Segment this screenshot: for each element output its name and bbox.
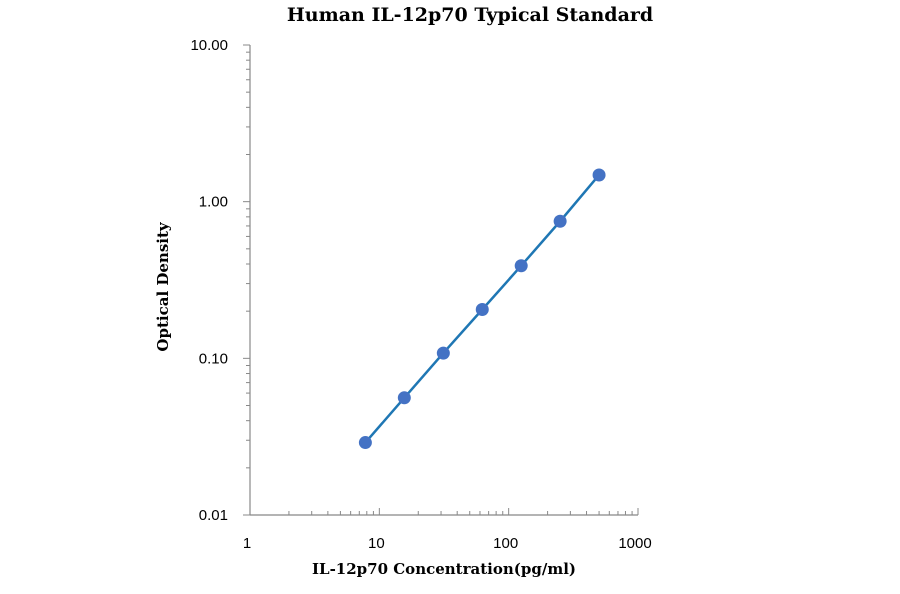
data-point (475, 302, 489, 316)
data-point (553, 214, 567, 228)
y-axis-label: Optical Density (154, 221, 172, 351)
ticks (243, 44, 639, 516)
axes (249, 45, 638, 516)
y-tick-label: 10.00 (190, 37, 228, 54)
y-tick-label: 0.01 (199, 507, 228, 524)
data-point (397, 391, 411, 405)
x-tick-label: 1 (243, 535, 251, 552)
data-point (436, 346, 450, 360)
x-tick-label: 10 (368, 535, 385, 552)
chart-title: Human IL-12p70 Typical Standard (287, 4, 653, 26)
x-tick-label: 100 (493, 535, 518, 552)
data-point (514, 259, 528, 273)
tick-labels: 0.01 0.10 1.00 10.00 1 10 100 1000 (190, 37, 651, 552)
y-tick-label: 1.00 (199, 194, 228, 211)
x-tick-label: 1000 (618, 535, 651, 552)
series-layer (358, 168, 606, 450)
data-point (592, 168, 606, 182)
x-axis-label: IL-12p70 Concentration(pg/ml) (312, 560, 576, 578)
y-tick-label: 0.10 (199, 350, 228, 367)
data-point (358, 436, 372, 450)
